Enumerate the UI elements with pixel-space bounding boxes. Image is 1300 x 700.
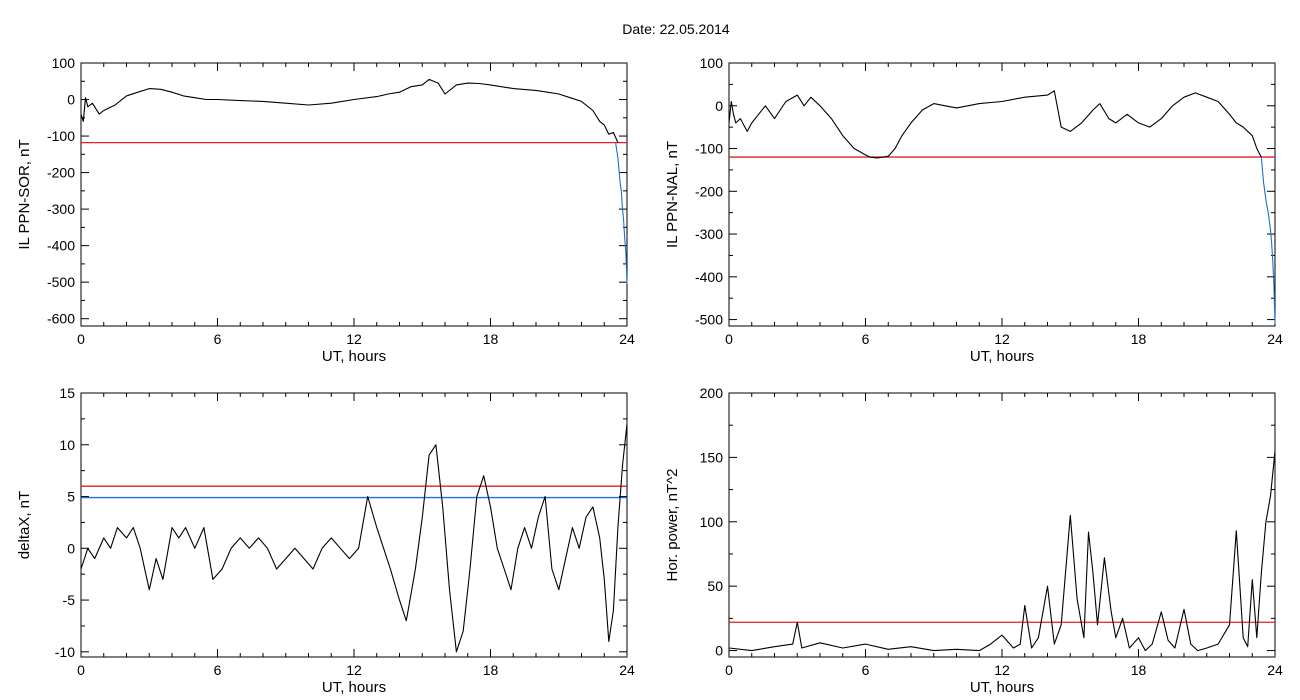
series-line-0 — [728, 450, 1276, 652]
x-tick-label: 6 — [862, 331, 870, 347]
y-tick-label: -600 — [47, 311, 75, 327]
plot-frame — [728, 62, 1276, 327]
y-tick-label: 200 — [700, 385, 724, 401]
y-tick-label: -200 — [695, 183, 723, 199]
y-axis-label: Hor. power, nT^2 — [664, 469, 681, 582]
x-tick-label: 18 — [483, 662, 499, 678]
y-tick-label: -5 — [63, 592, 76, 608]
x-tick-label: 12 — [994, 662, 1010, 678]
y-tick-label: 15 — [59, 385, 75, 401]
y-tick-label: 100 — [52, 55, 76, 71]
x-tick-label: 12 — [346, 331, 362, 347]
x-tick-label: 0 — [725, 662, 733, 678]
x-tick-label: 6 — [214, 662, 222, 678]
panel-il-ppn-nal: 0 6 12 18 24 100 0 -100 -200 -300 -400 -500 UT, hour… — [664, 55, 1283, 365]
series-line-0 — [80, 424, 628, 653]
y-tick-label: -10 — [55, 644, 75, 660]
series-line-1 — [1260, 157, 1276, 324]
y-axis-label: IL PPN-NAL, nT — [664, 141, 681, 248]
y-tick-label: 50 — [707, 578, 723, 594]
x-axis-label: UT, hours — [322, 679, 386, 696]
y-tick-label: -500 — [695, 312, 723, 328]
x-tick-label: 24 — [619, 331, 635, 347]
x-tick-label: 24 — [1267, 331, 1283, 347]
x-tick-label: 6 — [862, 662, 870, 678]
series-line-0 — [80, 78, 619, 143]
x-tick-label: 0 — [77, 331, 85, 347]
y-axis-label: IL PPN-SOR, nT — [16, 139, 33, 249]
y-tick-label: -200 — [47, 165, 75, 181]
x-axis-label: UT, hours — [970, 679, 1034, 696]
y-tick-label: 0 — [715, 643, 723, 659]
x-tick-label: 18 — [1131, 331, 1147, 347]
y-tick-label: -100 — [47, 128, 75, 144]
panel-deltax: 0 6 12 18 24 15 10 5 0 -5 -10 UT, hours deltaX, nT — [16, 385, 635, 696]
y-axis-label: deltaX, nT — [16, 491, 33, 559]
y-tick-label: 150 — [700, 449, 724, 465]
x-tick-label: 0 — [77, 662, 85, 678]
plot-frame — [728, 392, 1276, 658]
y-tick-label: 0 — [67, 92, 75, 108]
x-tick-label: 24 — [1267, 662, 1283, 678]
x-tick-label: 24 — [619, 662, 635, 678]
x-tick-label: 18 — [1131, 662, 1147, 678]
y-tick-label: -400 — [695, 269, 723, 285]
y-tick-label: 0 — [67, 540, 75, 556]
x-axis-label: UT, hours — [322, 348, 386, 365]
x-axis-label: UT, hours — [970, 348, 1034, 365]
y-tick-label: 100 — [700, 55, 724, 71]
x-tick-label: 0 — [725, 331, 733, 347]
y-tick-label: -100 — [695, 141, 723, 157]
y-tick-label: -300 — [47, 201, 75, 217]
x-tick-label: 18 — [483, 331, 499, 347]
y-tick-label: 5 — [67, 489, 75, 505]
x-tick-label: 12 — [994, 331, 1010, 347]
panel-hor-power: 0 6 12 18 24 200 150 100 50 0 UT, hours Hor. power,… — [664, 385, 1283, 696]
y-tick-label: -400 — [47, 238, 75, 254]
y-tick-label: 100 — [700, 514, 724, 530]
y-tick-label: 10 — [59, 437, 75, 453]
y-tick-label: 0 — [715, 98, 723, 114]
y-tick-label: -500 — [47, 274, 75, 290]
series-line-1 — [615, 142, 628, 285]
x-tick-label: 12 — [346, 662, 362, 678]
y-tick-label: -300 — [695, 226, 723, 242]
plot-frame — [80, 62, 628, 327]
x-tick-label: 6 — [214, 331, 222, 347]
series-line-0 — [728, 90, 1262, 159]
figure-title: Date: 22.05.2014 — [622, 21, 730, 37]
panel-il-ppn-sor: 0 6 12 18 24 100 0 -100 -200 -300 -400 -500 -600 UT, … — [16, 55, 635, 365]
plot-frame — [80, 392, 628, 658]
